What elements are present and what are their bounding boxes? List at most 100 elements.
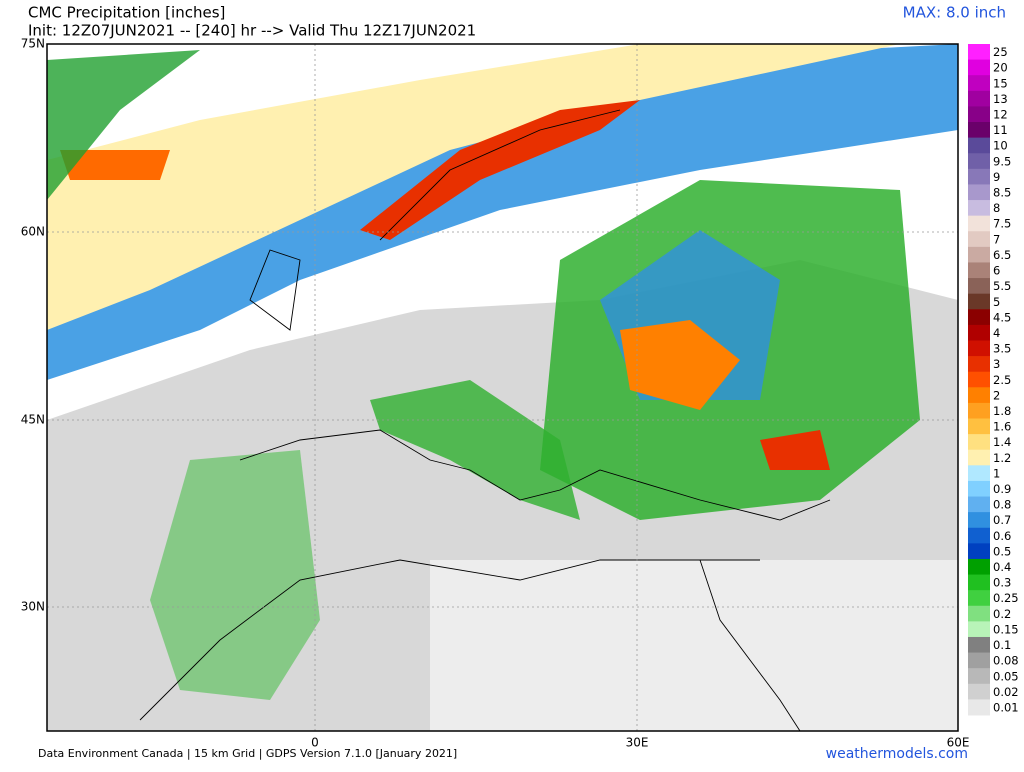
colorbar-swatch (968, 574, 990, 591)
colorbar-swatch (968, 356, 990, 373)
precip-area (760, 430, 830, 470)
colorbar-swatch (968, 168, 990, 185)
footer-credit: Data Environment Canada | 15 km Grid | G… (38, 747, 457, 760)
colorbar-label: 0.1 (993, 638, 1011, 652)
colorbar-swatch (968, 340, 990, 357)
colorbar-swatch (968, 512, 990, 529)
coastlines (139, 109, 831, 731)
colorbar-swatch (968, 636, 990, 654)
lat-label: 75N (21, 37, 45, 51)
colorbar-swatch (968, 309, 990, 326)
colorbar-swatch (968, 434, 990, 451)
colorbar-swatch (968, 480, 990, 498)
colorbar-label: 1.2 (993, 451, 1011, 465)
colorbar-swatch (968, 652, 990, 669)
colorbar-swatch (968, 184, 990, 201)
colorbar-label: 8 (993, 201, 1000, 215)
colorbar-label: 6 (993, 264, 1000, 278)
colorbar-label: 0.15 (993, 622, 1019, 636)
precip-area (60, 150, 170, 180)
colorbar-swatch (968, 699, 990, 716)
colorbar-label: 0.6 (993, 529, 1011, 543)
colorbar-label: 7 (993, 232, 1000, 246)
colorbar-label: 7.5 (993, 217, 1011, 231)
colorbar-swatch (968, 496, 990, 513)
colorbar-label: 8.5 (993, 186, 1011, 200)
colorbar-label: 0.9 (993, 482, 1011, 496)
colorbar-label: 12 (993, 108, 1008, 122)
colorbar-swatch (968, 543, 990, 560)
colorbar-label: 0.08 (993, 654, 1019, 668)
colorbar-label: 3 (993, 357, 1000, 371)
lon-label: 60E (947, 736, 970, 750)
lat-label: 60N (21, 225, 45, 239)
colorbar-label: 3.5 (993, 342, 1011, 356)
colorbar-label: 6.5 (993, 248, 1011, 262)
colorbar-swatch (968, 324, 990, 341)
colorbar-swatch (968, 90, 990, 107)
colorbar-label: 1.4 (993, 435, 1011, 449)
colorbar-label: 2 (993, 388, 1000, 402)
precip-band (47, 44, 958, 380)
colorbar-label: 0.4 (993, 560, 1011, 574)
colorbar-label: 0.25 (993, 591, 1019, 605)
colorbar: 252015131211109.598.587.576.565.554.543.… (968, 44, 1019, 716)
colorbar-swatch (968, 75, 990, 92)
map-frame (46, 43, 959, 732)
colorbar-label: 11 (993, 123, 1008, 137)
colorbar-swatch (968, 402, 990, 420)
precip-area (360, 100, 640, 240)
colorbar-swatch (968, 527, 990, 544)
colorbar-label: 0.3 (993, 576, 1011, 590)
map-land (430, 560, 958, 731)
colorbar-label: 20 (993, 61, 1008, 75)
colorbar-swatch (968, 387, 990, 404)
colorbar-swatch (968, 371, 990, 388)
colorbar-swatch (968, 590, 990, 607)
colorbar-label: 0.5 (993, 544, 1011, 558)
colorbar-label: 1 (993, 466, 1000, 480)
colorbar-label: 9.5 (993, 154, 1011, 168)
colorbar-label: 1.6 (993, 420, 1011, 434)
lon-label: 30E (626, 736, 649, 750)
colorbar-swatch (968, 137, 990, 154)
colorbar-swatch (968, 683, 990, 700)
colorbar-swatch (968, 558, 990, 576)
colorbar-swatch (968, 605, 990, 622)
colorbar-label: 1.8 (993, 404, 1011, 418)
colorbar-label: 5.5 (993, 279, 1011, 293)
precip-area (620, 320, 740, 410)
colorbar-swatch (968, 215, 990, 232)
colorbar-label: 0.7 (993, 513, 1011, 527)
colorbar-label: 5 (993, 295, 1000, 309)
colorbar-label: 15 (993, 76, 1008, 90)
precip-area (150, 450, 320, 700)
precip-area (370, 380, 580, 520)
colorbar-swatch (968, 449, 990, 466)
graticule (47, 44, 958, 731)
colorbar-swatch (968, 418, 990, 435)
colorbar-swatch (968, 262, 990, 279)
lon-label: 0 (311, 736, 319, 750)
colorbar-swatch (968, 153, 990, 170)
max-label: MAX: 8.0 inch (903, 4, 1006, 22)
footer-site: weathermodels.com (826, 746, 968, 762)
colorbar-swatch (968, 44, 990, 61)
map-subtitle: Init: 12Z07JUN2021 -- [240] hr --> Valid… (28, 22, 476, 40)
lat-label: 45N (21, 413, 45, 427)
colorbar-swatch (968, 246, 990, 263)
colorbar-swatch (968, 621, 990, 638)
colorbar-label: 0.01 (993, 700, 1019, 714)
colorbar-swatch (968, 465, 990, 482)
colorbar-label: 2.5 (993, 373, 1011, 387)
map-title: CMC Precipitation [inches] (28, 4, 225, 22)
precip-band (47, 44, 900, 330)
colorbar-label: 10 (993, 139, 1008, 153)
colorbar-label: 0.05 (993, 669, 1019, 683)
colorbar-label: 0.02 (993, 685, 1019, 699)
colorbar-swatch (968, 668, 990, 685)
precip-area (47, 50, 200, 200)
colorbar-label: 4.5 (993, 310, 1011, 324)
